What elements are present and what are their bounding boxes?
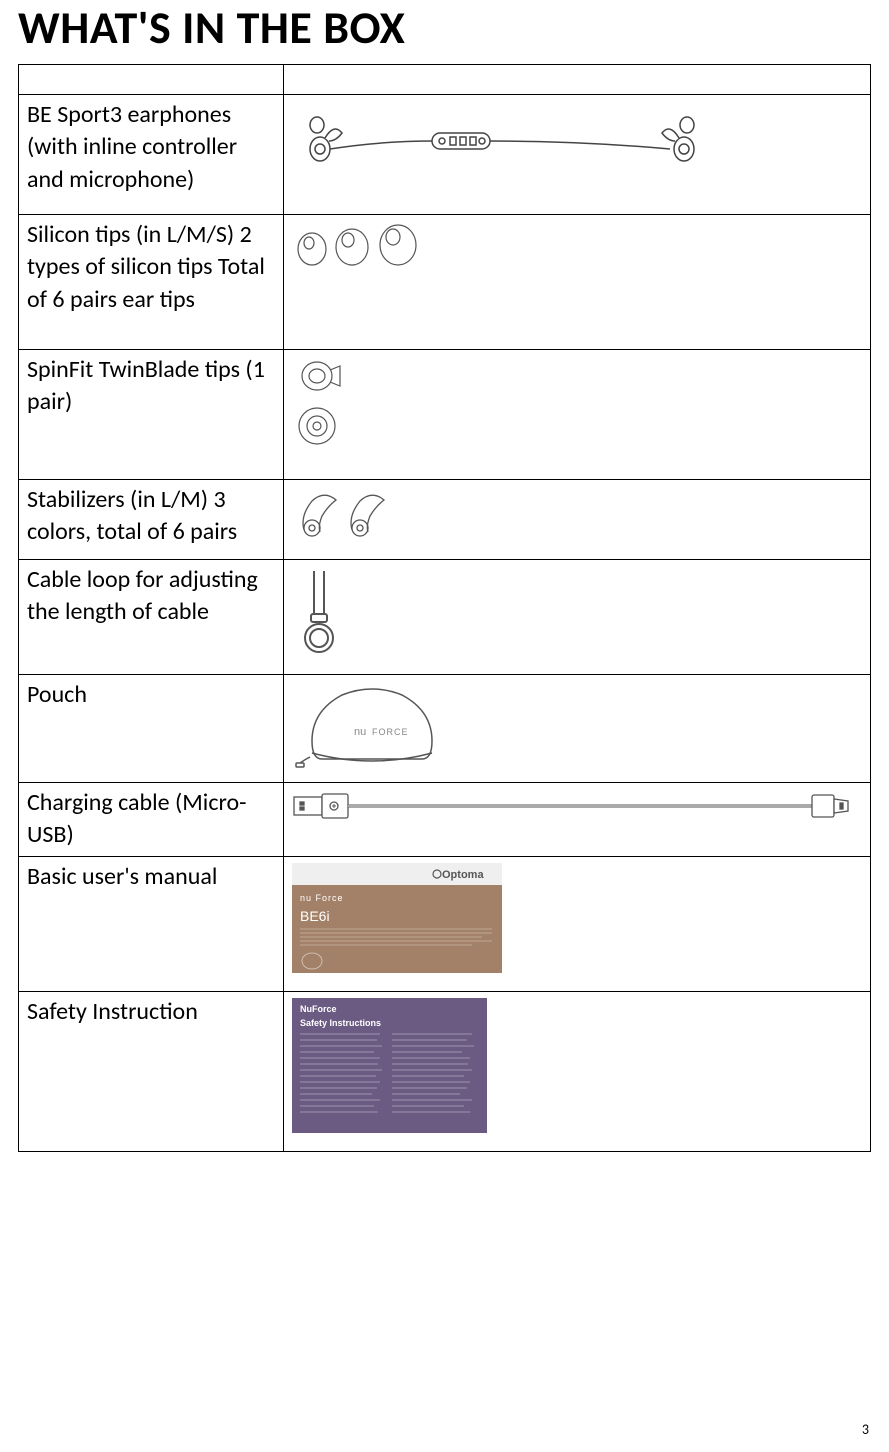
table-row: SpinFit TwinBlade tips (1 pair) — [19, 350, 871, 480]
table-row: Stabilizers (in L/M) 3 colors, total of … — [19, 480, 871, 560]
safety-heading-text: Safety Instructions — [300, 1018, 381, 1028]
manual-model-text: BE6i — [300, 908, 330, 924]
table-row: Silicon tips (in L/M/S) 2 types of silic… — [19, 215, 871, 350]
empty-cell — [19, 65, 284, 95]
safety-illustration-icon: NuForce Safety Instructions — [292, 998, 487, 1133]
safety-brand-text: NuForce — [300, 1004, 337, 1014]
table-row: Pouch nu FORCE — [19, 675, 871, 783]
stabilizers-illustration-icon — [292, 486, 402, 541]
item-label: Basic user's manual — [19, 856, 284, 991]
pouch-brand-text: nu — [354, 726, 366, 738]
item-label: Silicon tips (in L/M/S) 2 types of silic… — [19, 215, 284, 350]
charging-cable-illustration-icon — [292, 789, 852, 823]
item-label: BE Sport3 earphones (with inline control… — [19, 95, 284, 215]
table-row: Cable loop for adjusting the length of c… — [19, 560, 871, 675]
item-label: Safety Instruction — [19, 991, 284, 1151]
contents-table: BE Sport3 earphones (with inline control… — [18, 64, 871, 1152]
item-label: Pouch — [19, 675, 284, 783]
item-image-cell — [284, 215, 871, 350]
item-image-cell: Optoma nu Force BE6i — [284, 856, 871, 991]
item-image-cell — [284, 95, 871, 215]
manual-illustration-icon: Optoma nu Force BE6i — [292, 863, 502, 973]
item-image-cell: nu FORCE — [284, 675, 871, 783]
item-label: SpinFit TwinBlade tips (1 pair) — [19, 350, 284, 480]
item-label: Stabilizers (in L/M) 3 colors, total of … — [19, 480, 284, 560]
manual-brand-mid-text: nu Force — [300, 893, 344, 903]
item-image-cell — [284, 560, 871, 675]
item-image-cell — [284, 783, 871, 857]
item-label: Cable loop for adjusting the length of c… — [19, 560, 284, 675]
cable-loop-illustration-icon — [292, 566, 352, 656]
table-row — [19, 65, 871, 95]
table-row: Safety Instruction NuForce Safety Instru… — [19, 991, 871, 1151]
page-number: 3 — [862, 1421, 869, 1438]
table-row: BE Sport3 earphones (with inline control… — [19, 95, 871, 215]
page-title: WHAT'S IN THE BOX — [18, 0, 871, 56]
spinfit-illustration-icon — [292, 356, 352, 456]
table-row: Charging cable (Micro-USB) — [19, 783, 871, 857]
item-label: Charging cable (Micro-USB) — [19, 783, 284, 857]
pouch-illustration-icon: nu FORCE — [292, 681, 452, 771]
pouch-brand-text2: FORCE — [372, 727, 409, 737]
item-image-cell — [284, 350, 871, 480]
earphones-illustration-icon — [292, 101, 712, 171]
manual-brand-top-text: Optoma — [442, 869, 484, 881]
item-image-cell: NuForce Safety Instructions — [284, 991, 871, 1151]
item-image-cell — [284, 480, 871, 560]
empty-cell — [284, 65, 871, 95]
silicon-tips-illustration-icon — [292, 221, 452, 271]
table-row: Basic user's manual Optoma nu Force BE6i — [19, 856, 871, 991]
